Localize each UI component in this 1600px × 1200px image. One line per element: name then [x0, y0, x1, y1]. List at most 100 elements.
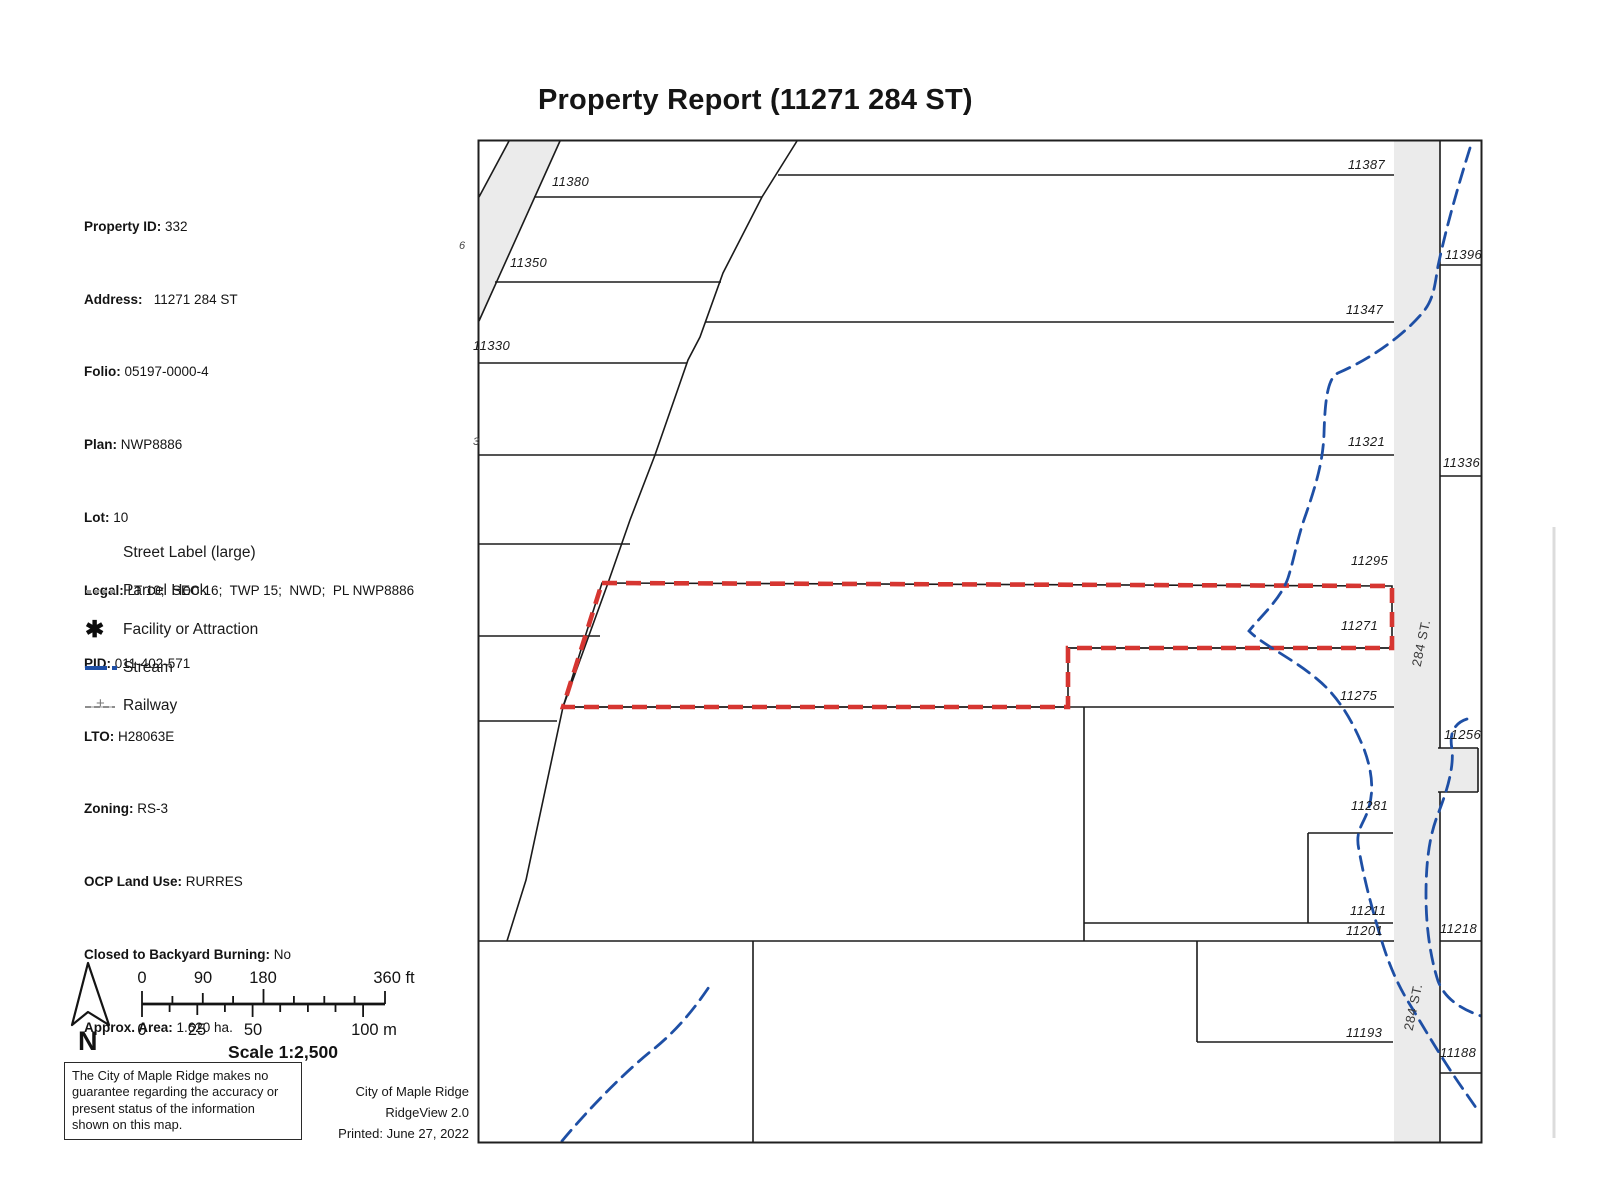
map-border — [477, 139, 1483, 1144]
parcel-label: 11256 — [1444, 727, 1482, 742]
parcel-label: 11271 — [1341, 618, 1379, 633]
parcel-label: 11281 — [1351, 798, 1389, 813]
upper-road-left-edge — [478, 140, 510, 198]
legend-symbol-icon — [85, 616, 117, 643]
info-value: LT 10; SEC 16; TWP 15; NWD; PL NWP8886 — [123, 582, 415, 598]
subject-parcel-red-boundary — [559, 580, 1395, 710]
streams — [560, 146, 1483, 1143]
scalebar-m-label: 50 — [243, 1021, 263, 1039]
legend-item: Stream — [85, 656, 173, 680]
scalebar-ft-label: 360 ft — [373, 969, 415, 987]
property-info-row: Approx. Area: 1.620 ha. — [84, 1019, 414, 1037]
credits-org: City of Maple Ridge — [355, 1084, 469, 1099]
property-info-row: Address: 11271 284 ST — [84, 291, 414, 309]
disclaimer-box: The City of Maple Ridge makes no guarant… — [64, 1062, 302, 1140]
parcel-label: 11387 — [1348, 157, 1386, 172]
info-value: H28063E — [114, 728, 175, 744]
legend-item: Parcel Hook — [85, 579, 207, 603]
parcel-label: 11321 — [1348, 434, 1386, 449]
parcel-label: 11275 — [1340, 688, 1378, 703]
legend-item: Railway — [85, 694, 177, 718]
property-info-row: Property ID: 332 — [84, 218, 414, 236]
info-label: Closed to Backyard Burning: — [84, 946, 271, 962]
parcel-label: 11295 — [1351, 553, 1389, 568]
credits-block: City of Maple Ridge RidgeView 2.0 Printe… — [200, 1081, 469, 1144]
property-info-row: Folio: 05197-0000-4 — [84, 363, 414, 381]
road-driveway-bulge-fill — [1440, 748, 1478, 792]
scalebar-ft-label: 180 — [249, 969, 277, 987]
info-value: No — [270, 946, 292, 962]
legend-item-label: Facility or Attraction — [123, 621, 259, 638]
info-value: RURRES — [182, 874, 243, 890]
parcel-label: 11218 — [1440, 921, 1478, 936]
upper-road-right-edge — [478, 140, 561, 322]
stream-east — [1424, 717, 1483, 1018]
credits-printed-date: Printed: June 27, 2022 — [338, 1126, 469, 1141]
info-value: 332 — [161, 218, 188, 234]
info-label: Property ID: — [84, 218, 162, 234]
scalebar-ft-label: 90 — [193, 969, 213, 987]
info-label: OCP Land Use: — [84, 874, 183, 890]
clipped-parcel-label: 3 — [473, 436, 480, 448]
property-info-row: Zoning: RS-3 — [84, 800, 414, 818]
legend-item-label: Parcel Hook — [123, 582, 208, 599]
parcel-label: 11350 — [510, 255, 548, 270]
info-label: Address: — [84, 291, 143, 307]
stream-southwest — [560, 982, 713, 1143]
info-value: 011-402-571 — [111, 655, 191, 671]
credits-app: RidgeView 2.0 — [385, 1105, 469, 1120]
property-info-row: Closed to Backyard Burning: No — [84, 946, 414, 964]
parcel-label: 11193 — [1346, 1025, 1383, 1040]
info-label: Lot: — [84, 510, 110, 526]
legend-item-label: Street Label (large) — [123, 544, 256, 561]
info-value: 05197-0000-4 — [120, 364, 209, 380]
scalebar-ft-label: 0 — [137, 969, 147, 987]
parcel-boundary-lines — [479, 140, 1482, 1143]
stream-main — [1247, 146, 1481, 1114]
info-value: 11271 284 ST — [142, 291, 238, 307]
road-fills — [479, 141, 1478, 1142]
legend-item-label: Stream — [123, 659, 173, 676]
scale-bar-m-ticks — [141, 1004, 364, 1017]
parcel-label: 11211 — [1350, 903, 1387, 918]
parcel-label: 11336 — [1443, 455, 1481, 470]
north-arrow-label: N — [78, 1026, 98, 1056]
info-value: NWP8886 — [117, 437, 183, 453]
page-title: Property Report (11271 284 ST) — [538, 84, 973, 116]
info-value: 1.620 ha. — [172, 1019, 233, 1035]
scalebar-m-label: 100 m — [351, 1021, 397, 1039]
info-value: RS-3 — [133, 801, 168, 817]
scale-bar — [141, 989, 386, 1017]
legend-item: Facility or Attraction — [85, 616, 259, 643]
parcel-label: 11201 — [1346, 923, 1384, 938]
property-info-row: Legal: LT 10; SEC 16; TWP 15; NWD; PL NW… — [84, 582, 414, 600]
long-diagonal-boundary — [506, 140, 798, 942]
info-value: 10 — [109, 510, 129, 526]
parcel-label: 11347 — [1346, 302, 1384, 317]
info-label: LTO: — [84, 728, 115, 744]
parcel-label: 11330 — [473, 338, 511, 353]
info-label: Approx. Area: — [84, 1019, 173, 1035]
parcel-label: 11380 — [552, 174, 590, 189]
info-label: Folio: — [84, 364, 121, 380]
road-284st-fill — [1394, 141, 1440, 1142]
north-arrow-icon — [70, 961, 111, 1027]
legend-symbol-icon — [85, 658, 117, 678]
legend-symbol-icon — [85, 695, 117, 716]
legend-symbol-icon — [85, 581, 117, 601]
legend-item-label: Railway — [123, 697, 178, 714]
scale-bar-ft-ticks — [141, 989, 386, 1004]
property-info-block: Property ID: 332 Address: 11271 284 ST F… — [84, 145, 414, 1073]
parcel-lines — [478, 140, 1482, 1143]
info-label: Zoning: — [84, 801, 134, 817]
property-info-row: OCP Land Use: RURRES — [84, 873, 414, 891]
parcel-label: 11188 — [1440, 1045, 1477, 1060]
scale-ratio-text: Scale 1:2,500 — [228, 1042, 338, 1062]
parcel-label: 11396 — [1445, 247, 1483, 262]
property-info-row: Plan: NWP8886 — [84, 436, 414, 454]
property-info-row: Lot: 10 — [84, 509, 414, 527]
scalebar-m-label: 0 — [137, 1021, 147, 1039]
info-label: Plan: — [84, 437, 118, 453]
legend-item: Street Label (large) — [85, 541, 256, 565]
